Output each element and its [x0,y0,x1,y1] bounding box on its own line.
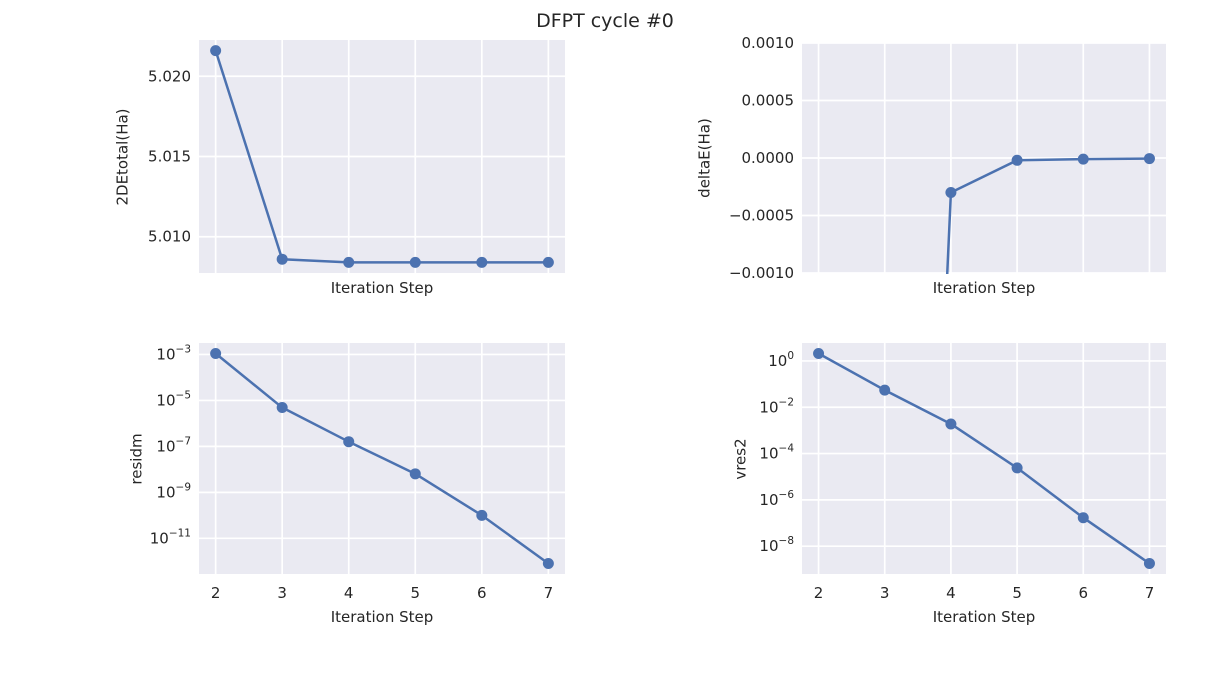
svg-text:3: 3 [277,584,287,602]
svg-text:5.010: 5.010 [148,228,191,246]
svg-text:−0.0005: −0.0005 [729,207,794,225]
svg-text:10−9: 10−9 [156,481,191,501]
svg-text:10−8: 10−8 [759,535,794,555]
svg-text:0.0010: 0.0010 [742,34,795,52]
plot-canvas-2detotal: 5.010 5.015 5.020 [148,40,565,273]
svg-text:5.015: 5.015 [148,148,191,166]
svg-text:7: 7 [1145,584,1155,602]
svg-text:6: 6 [477,584,487,602]
y-axis-label-residm: residm [127,432,146,485]
svg-text:2: 2 [211,584,221,602]
subplot-2detotal: 5.010 5.015 5.020 2DEtotal(Ha) Iteration S… [114,40,565,296]
svg-text:10−6: 10−6 [759,489,794,509]
subplot-vres2: 100 10−2 10−4 10−6 10−8 2 3 4 5 6 7 vres2 Iteratio… [732,343,1166,625]
svg-text:10−4: 10−4 [759,443,794,463]
svg-text:5: 5 [1012,584,1022,602]
svg-text:7: 7 [544,584,554,602]
x-axis-label-residm: Iteration Step [330,608,434,626]
x-axis-label-vres2: Iteration Step [932,608,1036,626]
svg-text:10−7: 10−7 [156,435,191,455]
subplot-deltae: 0.0010 0.0005 0.0000 −0.0005 −0.0010 deltaE(… [696,34,1166,296]
y-axis-label-deltae: deltaE(Ha) [695,118,714,198]
svg-text:4: 4 [344,584,354,602]
svg-text:10−3: 10−3 [156,344,191,364]
svg-text:10−2: 10−2 [759,396,794,416]
plot-canvas-deltae: 0.0010 0.0005 0.0000 −0.0005 −0.0010 [729,34,1166,282]
svg-text:3: 3 [880,584,890,602]
svg-text:2: 2 [814,584,824,602]
svg-text:0.0005: 0.0005 [742,92,795,110]
y-axis-label-2detotal: 2DEtotal(Ha) [113,107,132,206]
svg-text:100: 100 [768,350,794,370]
svg-text:10−11: 10−11 [150,527,191,547]
svg-text:0.0000: 0.0000 [742,149,795,167]
y-axis-label-vres2: vres2 [731,437,750,480]
x-axis-label-deltae: Iteration Step [932,279,1036,297]
svg-text:5.020: 5.020 [148,67,191,85]
svg-text:10−5: 10−5 [156,389,191,409]
plot-canvas-residm: 10−3 10−5 10−7 10−9 10−11 2 3 4 5 6 7 [150,343,565,602]
figure-title: DFPT cycle #0 [536,10,674,32]
plot-canvas-vres2: 100 10−2 10−4 10−6 10−8 2 3 4 5 6 7 [759,343,1166,602]
svg-text:6: 6 [1079,584,1089,602]
subplot-residm: 10−3 10−5 10−7 10−9 10−11 2 3 4 5 6 7 residm Itera… [128,343,565,625]
svg-text:4: 4 [946,584,956,602]
svg-text:−0.0010: −0.0010 [729,264,794,282]
svg-text:5: 5 [411,584,421,602]
x-axis-label-2detotal: Iteration Step [330,279,434,297]
